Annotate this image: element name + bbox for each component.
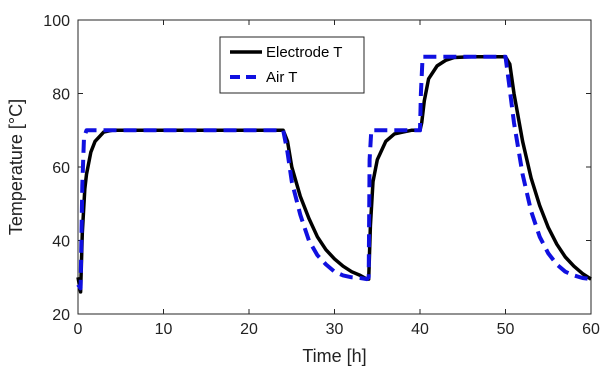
y-tick-label: 80 [52, 87, 70, 104]
x-tick-label: 20 [240, 321, 258, 338]
x-tick-label: 60 [582, 321, 600, 338]
legend: Electrode T Air T [219, 36, 365, 94]
x-axis-label: Time [h] [302, 346, 366, 366]
x-axis: 0 10 20 30 40 50 60 [74, 20, 600, 338]
y-tick-label: 20 [52, 307, 70, 324]
x-tick-label: 30 [326, 321, 344, 338]
x-tick-label: 40 [411, 321, 429, 338]
legend-box [219, 36, 365, 94]
series-line-electrode [76, 55, 592, 294]
series-layer [76, 54, 592, 294]
legend-label-electrode: Electrode T [266, 44, 342, 61]
legend-label-air: Air T [266, 69, 297, 86]
y-axis-label: Temperature [°C] [6, 99, 26, 235]
y-tick-label: 100 [43, 13, 70, 30]
y-tick-label: 60 [52, 160, 70, 177]
y-tick-label: 40 [52, 234, 70, 251]
series-line-air [76, 54, 592, 291]
x-tick-label: 0 [74, 321, 83, 338]
x-tick-label: 50 [497, 321, 515, 338]
x-tick-label: 10 [155, 321, 173, 338]
y-axis: 20 40 60 80 100 [43, 13, 591, 324]
